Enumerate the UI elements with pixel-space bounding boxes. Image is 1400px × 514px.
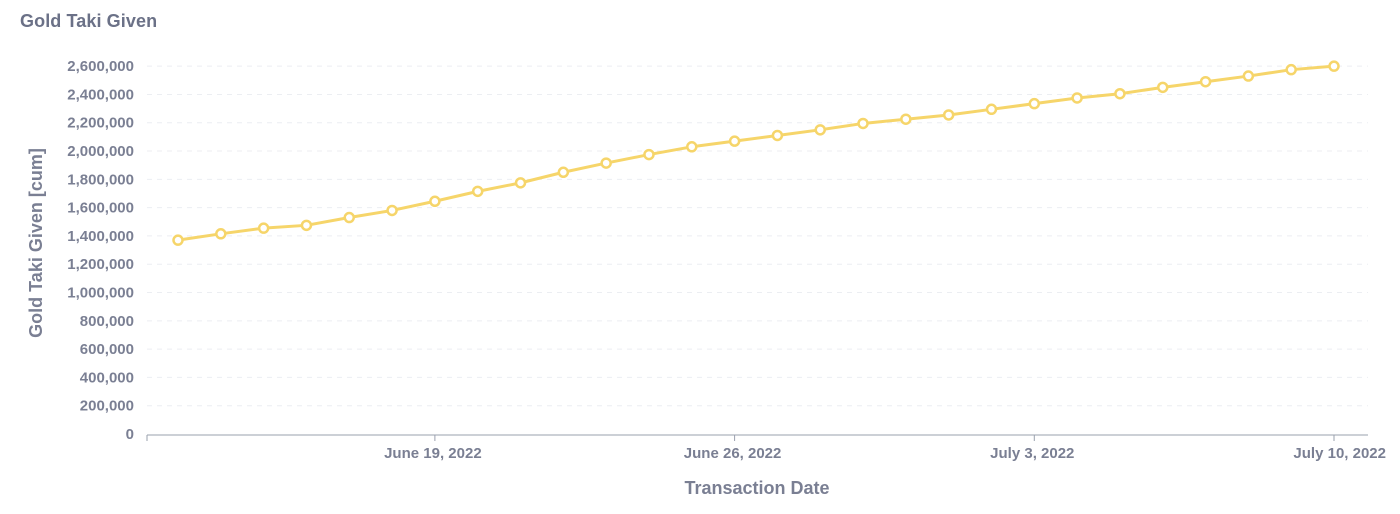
data-point[interactable]: [557, 166, 570, 179]
y-tick-label: 2,400,000: [67, 86, 134, 103]
data-point[interactable]: [1199, 75, 1212, 88]
data-point[interactable]: [728, 135, 741, 147]
y-tick-label: 400,000: [80, 369, 134, 386]
y-tick-label: 1,600,000: [67, 200, 134, 217]
data-point[interactable]: [900, 113, 912, 125]
x-tick-label: June 26, 2022: [684, 445, 782, 462]
data-point[interactable]: [1242, 70, 1255, 82]
data-point[interactable]: [857, 117, 869, 130]
data-point[interactable]: [514, 177, 527, 189]
data-point[interactable]: [771, 129, 784, 142]
x-axis-label: Transaction Date: [684, 478, 829, 498]
data-point[interactable]: [1285, 63, 1297, 76]
y-tick-label: 2,000,000: [67, 143, 134, 160]
y-tick-label: 1,800,000: [67, 171, 134, 188]
y-tick-label: 800,000: [80, 313, 134, 330]
y-tick-label: 200,000: [80, 398, 134, 415]
data-point[interactable]: [172, 234, 184, 246]
data-point[interactable]: [471, 185, 484, 198]
y-axis-label: Gold Taki Given [cum]: [26, 148, 46, 338]
data-point[interactable]: [1028, 97, 1041, 110]
data-point[interactable]: [257, 222, 270, 234]
data-point[interactable]: [814, 124, 826, 136]
data-point[interactable]: [300, 219, 313, 232]
y-tick-label: 0: [126, 426, 134, 443]
y-tick-label: 1,000,000: [67, 285, 134, 302]
y-tick-label: 2,600,000: [67, 58, 134, 75]
x-tick-label: July 3, 2022: [990, 445, 1074, 462]
data-point[interactable]: [1328, 60, 1340, 72]
data-point[interactable]: [429, 195, 441, 208]
data-point[interactable]: [215, 228, 227, 240]
data-point[interactable]: [686, 141, 698, 153]
data-point[interactable]: [600, 157, 612, 169]
data-point[interactable]: [343, 211, 356, 224]
data-point[interactable]: [1156, 81, 1169, 94]
chart-title: Gold Taki Given: [20, 11, 158, 31]
y-tick-label: 600,000: [80, 341, 134, 358]
y-tick-label: 1,400,000: [67, 228, 134, 245]
series-line: [177, 64, 1335, 242]
x-tick-label: July 10, 2022: [1293, 445, 1386, 462]
data-point[interactable]: [985, 103, 998, 116]
x-tick-label: June 19, 2022: [384, 445, 482, 462]
y-tick-label: 2,200,000: [67, 115, 134, 132]
data-point[interactable]: [942, 109, 955, 121]
data-point[interactable]: [1114, 87, 1126, 100]
data-point[interactable]: [643, 148, 655, 161]
data-point[interactable]: [386, 204, 398, 217]
data-point[interactable]: [1071, 92, 1083, 104]
y-tick-label: 1,200,000: [67, 256, 134, 273]
